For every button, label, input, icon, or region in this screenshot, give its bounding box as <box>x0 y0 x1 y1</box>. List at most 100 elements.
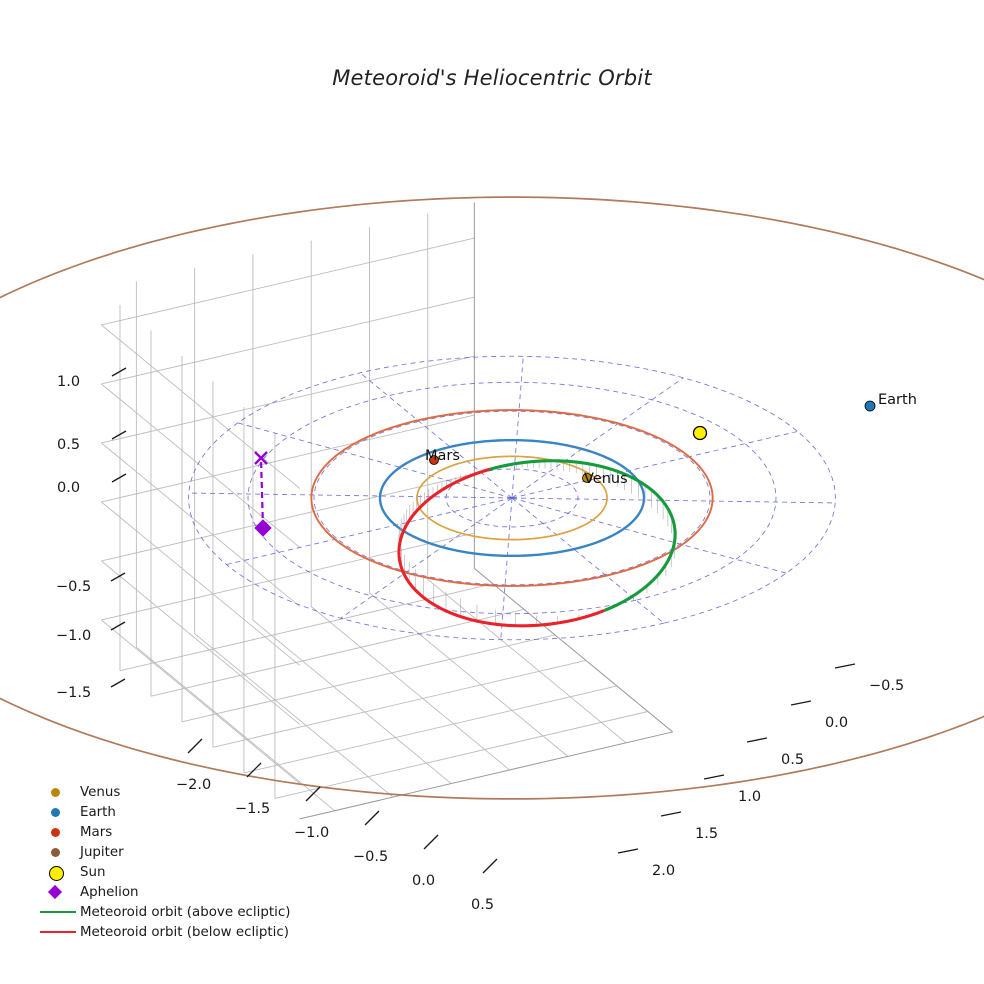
legend-sun[interactable]: Sun <box>34 862 334 882</box>
legend-meteoroid-above-marker-icon <box>34 902 80 922</box>
aphelion-x-marker <box>254 451 268 465</box>
grid-wall-line <box>101 501 300 666</box>
grid-wall-line <box>101 237 475 326</box>
tick-mark-x <box>187 738 203 754</box>
venus-orbit <box>416 455 608 541</box>
tick-label-x-4: 0.0 <box>412 873 436 889</box>
ecliptic-ray <box>511 431 798 499</box>
tick-label-z-5: −1.5 <box>56 685 92 701</box>
meteoroid-orbit-above <box>493 459 677 612</box>
ecliptic-ray <box>511 497 665 624</box>
grid-wall-line <box>101 324 300 489</box>
dot-marker-icon <box>51 848 60 857</box>
legend-sun-marker-icon <box>34 862 80 882</box>
legend-sun-label: Sun <box>80 864 106 880</box>
page-title: Meteoroid's Heliocentric Orbit <box>332 66 652 90</box>
tick-mark-z <box>110 678 126 688</box>
legend-jupiter-label: Jupiter <box>80 844 124 860</box>
dot-marker-icon <box>51 788 60 797</box>
legend-earth-marker-icon <box>34 802 80 822</box>
legend-aphelion-label: Aphelion <box>80 884 139 900</box>
grid-wall-line <box>101 355 475 444</box>
ecliptic-ray <box>340 497 513 619</box>
grid-wall-line <box>101 532 475 621</box>
tick-mark-x <box>482 858 498 874</box>
ecliptic-ray <box>511 377 684 499</box>
tick-mark-y <box>790 700 812 706</box>
tick-mark-z <box>111 367 127 377</box>
legend-meteoroid-below-label: Meteoroid orbit (below ecliptic) <box>80 924 289 940</box>
grid-wall-line <box>101 442 300 607</box>
tick-label-y-3: 1.0 <box>738 789 762 805</box>
grid-floor-line <box>310 606 510 771</box>
tick-label-z-0: 1.0 <box>57 374 81 390</box>
legend-mars[interactable]: Mars <box>34 822 334 842</box>
body-marker-earth[interactable] <box>864 400 876 412</box>
legend-mars-marker-icon <box>34 822 80 842</box>
ecliptic-ray <box>226 497 513 565</box>
tick-label-z-4: −1.0 <box>56 628 92 644</box>
tick-label-y-0: −0.5 <box>869 678 905 694</box>
tick-mark-y <box>834 663 856 669</box>
tick-mark-y <box>703 774 725 780</box>
grid-floor-line <box>150 608 525 697</box>
tick-mark-z <box>110 572 126 582</box>
axis-edge-x <box>474 568 673 733</box>
legend-aphelion-marker-icon <box>34 882 80 902</box>
grid-wall-line <box>101 473 475 562</box>
tick-mark-x <box>423 834 439 850</box>
body-marker-mars[interactable] <box>429 455 439 465</box>
aphelion-marker <box>254 519 272 537</box>
grid-floor-line <box>212 659 587 748</box>
grid-wall-line <box>101 296 475 385</box>
label-mars: Mars <box>425 448 460 464</box>
legend-mars-label: Mars <box>80 824 113 840</box>
mars-orbit <box>310 409 714 587</box>
diamond-marker-icon <box>47 884 63 900</box>
grid-floor-line <box>194 633 394 798</box>
grid-wall-line <box>101 414 475 503</box>
grid-floor-line <box>181 634 556 723</box>
tick-label-y-2: 0.5 <box>781 752 805 768</box>
line-swatch-icon <box>40 931 76 934</box>
tick-mark-z <box>111 430 127 440</box>
tick-label-x-3: −0.5 <box>353 849 389 865</box>
legend-meteoroid-above-label: Meteoroid orbit (above ecliptic) <box>80 904 291 920</box>
axis-edge-y <box>299 731 673 820</box>
tick-label-z-3: −0.5 <box>56 579 92 595</box>
dot-marker-icon <box>49 866 64 881</box>
tick-mark-z <box>111 473 127 483</box>
tick-mark-x <box>364 810 380 826</box>
ecliptic-ray <box>511 497 836 504</box>
tick-label-z-2: 0.0 <box>57 480 81 496</box>
legend-meteoroid-below[interactable]: Meteoroid orbit (below ecliptic) <box>34 922 334 942</box>
legend-venus-marker-icon <box>34 782 80 802</box>
grid-floor-line <box>252 619 452 784</box>
tick-mark-x <box>305 786 321 802</box>
label-earth: Earth <box>878 392 917 408</box>
legend-earth[interactable]: Earth <box>34 802 334 822</box>
legend: Venus Earth Mars Jupiter Sun Aphelion Meteoroi… <box>34 782 334 942</box>
ecliptic-ray <box>500 497 513 640</box>
body-marker-venus[interactable] <box>582 473 592 483</box>
legend-meteoroid-above[interactable]: Meteoroid orbit (above ecliptic) <box>34 902 334 922</box>
tick-label-x-0: −2.0 <box>176 777 212 793</box>
grid-wall-line <box>101 560 300 725</box>
body-marker-sun[interactable] <box>692 425 708 441</box>
meteoroid-orbit-below <box>397 468 605 628</box>
legend-venus[interactable]: Venus <box>34 782 334 802</box>
grid-wall-line <box>101 383 300 548</box>
ecliptic-ray <box>511 497 787 574</box>
legend-jupiter-marker-icon <box>34 842 80 862</box>
legend-earth-label: Earth <box>80 804 116 820</box>
legend-jupiter[interactable]: Jupiter <box>34 842 334 862</box>
label-venus: Venus <box>584 471 628 487</box>
legend-aphelion[interactable]: Aphelion <box>34 882 334 902</box>
ecliptic-ray <box>359 372 513 499</box>
ecliptic-ray <box>511 356 524 499</box>
grid-floor-line <box>119 583 494 672</box>
tick-mark-y <box>660 811 682 817</box>
legend-meteoroid-below-marker-icon <box>34 922 80 942</box>
dot-marker-icon <box>51 828 60 837</box>
